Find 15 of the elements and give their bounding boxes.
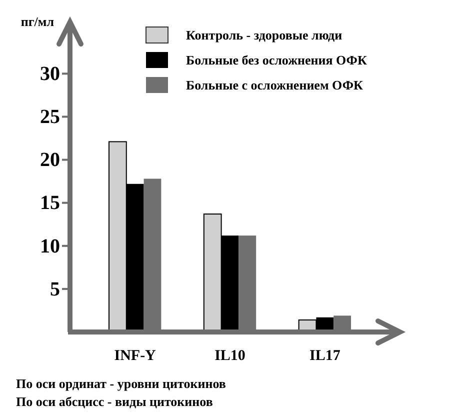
text: По оси абсцисс - виды цитокинов xyxy=(16,394,213,409)
y-tick-label: 30 xyxy=(40,63,60,86)
x-tick-label: IL17 xyxy=(309,348,341,364)
x-tick-label: INF-Y xyxy=(114,348,156,364)
y-tick-label: 10 xyxy=(40,235,60,258)
y-tick-label: 5 xyxy=(50,278,60,300)
legend-label: Больные без осложнения ОФК xyxy=(186,52,368,68)
x-tick-label: IL10 xyxy=(214,348,246,364)
legend-label: Контроль - здоровые люди xyxy=(186,28,343,43)
y-tick-label: 15 xyxy=(40,192,60,214)
text: По оси ординат - уровни цитокинов xyxy=(16,376,226,391)
y-axis-title: пг/мл xyxy=(20,14,54,29)
legend-label: Больные с осложнением ОФК xyxy=(186,78,364,93)
y-tick-label: 25 xyxy=(40,106,60,128)
y-tick-label: 20 xyxy=(40,149,60,172)
